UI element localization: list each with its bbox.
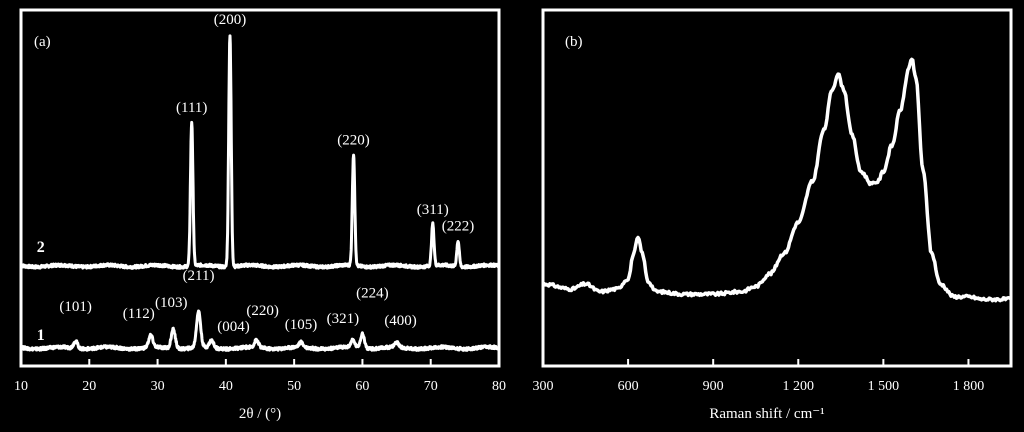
pattern-2-line xyxy=(19,34,501,270)
pattern-2-label: 2 xyxy=(37,239,45,256)
panel-a-tick-label: 40 xyxy=(219,379,233,394)
peak-label: (400) xyxy=(384,313,417,329)
panel-a-tick-label: 10 xyxy=(14,379,28,394)
peak-label: (111) xyxy=(176,100,207,116)
panel-a-tick-label: 80 xyxy=(492,379,506,394)
panel-b-tick-label: 1 500 xyxy=(868,379,900,394)
panel-a-label: (a) xyxy=(34,34,51,50)
peak-label: (220) xyxy=(246,303,279,319)
raman-spectrum-line xyxy=(542,57,1013,303)
peak-label: (105) xyxy=(285,317,318,333)
peak-label: (103) xyxy=(155,295,188,311)
peak-label: (004) xyxy=(217,319,250,335)
panel-a-tick-label: 20 xyxy=(82,379,96,394)
panel-b-tick-label: 300 xyxy=(533,379,554,394)
panel-b-tick-label: 1 800 xyxy=(953,379,985,394)
peak-label: (321) xyxy=(327,311,360,327)
peak-label: (224) xyxy=(356,286,389,302)
panel-b-frame xyxy=(541,8,1013,368)
panel-a-tick-label: 70 xyxy=(424,379,438,394)
peak-label: (220) xyxy=(337,133,370,149)
peak-label: (101) xyxy=(59,299,92,315)
peak-label: (112) xyxy=(123,306,155,322)
panel-b-label: (b) xyxy=(565,34,583,50)
panel-a-tick-label: 50 xyxy=(287,379,301,394)
panel-b-plot: 300 600 900 1 200 1 500 1 800 xyxy=(533,57,1013,394)
panel-a-plot: 10 20 30 40 50 60 70 802(111)(200)(220)(311)(22… xyxy=(14,12,506,394)
peak-label: (200) xyxy=(214,12,247,28)
panel-a-frame xyxy=(19,8,501,368)
peak-label: (222) xyxy=(442,218,475,234)
panel-a-xlabel: 2θ / (°) xyxy=(239,406,281,422)
panel-b-tick-label: 600 xyxy=(618,379,639,394)
panel-b-tick-label: 1 200 xyxy=(783,379,815,394)
panel-b-xlabel: Raman shift / cm⁻¹ xyxy=(709,406,824,422)
panel-b-tick-label: 900 xyxy=(703,379,724,394)
pattern-1-line xyxy=(19,309,501,352)
pattern-1-label: 1 xyxy=(37,327,45,344)
peak-label: (211) xyxy=(183,268,215,284)
panel-a-tick-label: 60 xyxy=(355,379,369,394)
panel-a-tick-label: 30 xyxy=(151,379,165,394)
peak-label: (311) xyxy=(417,202,449,218)
